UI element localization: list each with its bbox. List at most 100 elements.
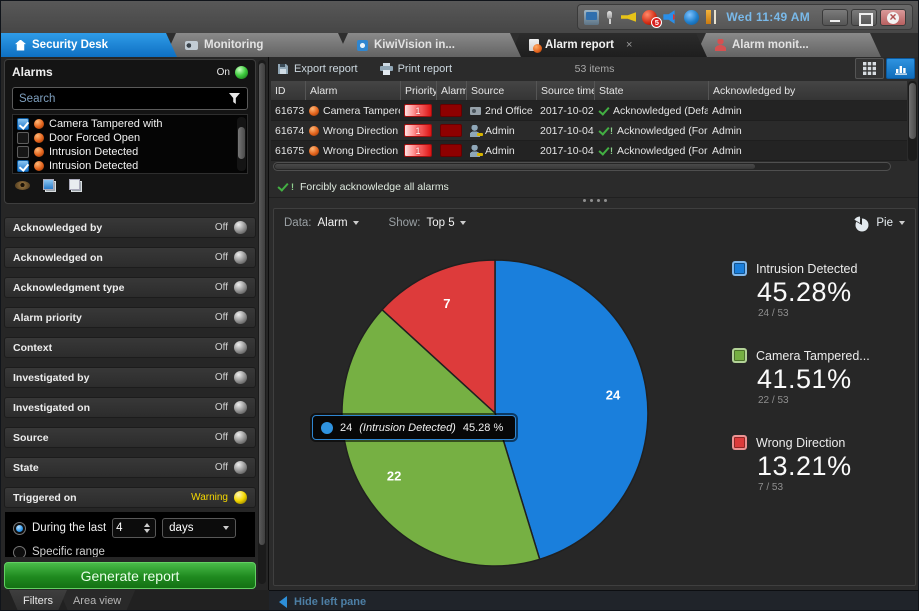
filter-acknowledgment-type[interactable]: Acknowledgment type Off (4, 277, 256, 298)
display-icon[interactable] (584, 9, 600, 25)
alarm-list-scrollbar[interactable] (237, 117, 246, 171)
filter-toggle[interactable] (234, 341, 247, 354)
column-header-id[interactable]: ID (275, 84, 286, 97)
chart-view-button[interactable] (886, 58, 915, 79)
tab-security-desk[interactable]: Security Desk (1, 33, 177, 57)
show-select[interactable]: Top 5 (427, 217, 466, 229)
tab-kiwivision-in[interactable]: KiwiVision in... (337, 33, 521, 57)
clock: Wed 11:49 AM (726, 10, 810, 24)
speaker-icon[interactable] (663, 10, 675, 24)
alarms-on-toggle[interactable] (235, 65, 248, 79)
clear-selection-icon[interactable] (69, 179, 82, 192)
filter-toggle[interactable] (234, 461, 247, 474)
column-header-state[interactable]: State (594, 81, 708, 100)
alarm-icon (34, 133, 44, 143)
duration-unit-select[interactable]: days (162, 518, 237, 538)
table-vertical-scrollbar[interactable] (908, 81, 917, 161)
column-header-source-time[interactable]: Source time (536, 81, 594, 100)
specific-range-radio[interactable] (13, 545, 26, 557)
column-header-alarm-c[interactable]: Alarm c (436, 81, 466, 100)
filter-state[interactable]: State Off (4, 457, 256, 478)
filter-toggle[interactable] (234, 311, 247, 324)
splitter-handle[interactable] (269, 199, 918, 202)
filter-toggle[interactable] (234, 401, 247, 414)
search-input[interactable] (19, 92, 228, 105)
pie-slice-wrong-direction[interactable] (381, 259, 496, 415)
column-header-source[interactable]: Source (466, 81, 536, 100)
filter-acknowledged-on[interactable]: Acknowledged on Off (4, 247, 256, 268)
home-shield-icon (15, 40, 26, 51)
legend-item-intrusion-detected: Intrusion Detected 45.28% 24 / 53 (732, 261, 870, 319)
tab-alarm-report[interactable]: Alarm report × (509, 33, 707, 57)
tab-filters[interactable]: Filters (9, 590, 67, 611)
filter-source[interactable]: Source Off (4, 427, 256, 448)
microphone-icon[interactable] (605, 10, 615, 25)
checkbox[interactable] (17, 118, 29, 130)
alarm-color-bar (440, 124, 462, 137)
filter-investigated-by[interactable]: Investigated by Off (4, 367, 256, 388)
legend-swatch (732, 435, 747, 450)
network-globe-icon[interactable] (684, 9, 700, 25)
export-report-button[interactable]: Export report (277, 63, 358, 75)
column-header-acknowledged-by[interactable]: Acknowledged by (708, 81, 907, 100)
alarm-tray-icon[interactable]: 5 (642, 9, 663, 28)
filter-state-label: Off (214, 432, 228, 443)
filter-toggle[interactable] (234, 371, 247, 384)
list-item-camera-tampered-with[interactable]: Camera Tampered with (17, 117, 233, 131)
filter-context[interactable]: Context Off (4, 337, 256, 358)
duration-input[interactable] (116, 522, 143, 534)
alarms-toggle-label: On (216, 66, 230, 78)
eye-icon[interactable] (15, 181, 30, 190)
sidebar-scrollbar[interactable] (258, 60, 266, 584)
chart-type-select[interactable]: Pie (853, 215, 905, 232)
tab-area-view[interactable]: Area view (59, 590, 135, 611)
alarm-person-icon (715, 39, 726, 51)
filter-toggle[interactable] (234, 281, 247, 294)
checkbox[interactable] (17, 132, 29, 144)
list-item-intrusion-detected[interactable]: Intrusion Detected (17, 145, 233, 159)
filter-acknowledged-by[interactable]: Acknowledged by Off (4, 217, 256, 238)
maximize-button[interactable] (851, 8, 877, 26)
filter-toggle[interactable] (234, 221, 247, 234)
print-report-button[interactable]: Print report (379, 62, 452, 75)
pie-slice-intrusion-detected[interactable] (494, 259, 649, 561)
tab-close-icon[interactable]: × (626, 39, 633, 51)
alarm-type-list: Camera Tampered with Door Forced Open Intr… (12, 114, 248, 174)
filter-toggle[interactable] (234, 251, 247, 264)
hide-left-pane-button[interactable]: Hide left pane (294, 595, 367, 608)
tab-monitoring[interactable]: Monitoring (165, 33, 349, 57)
filter-alarm-priority[interactable]: Alarm priority Off (4, 307, 256, 328)
pie-value-label: 22 (387, 469, 401, 484)
column-header-priority[interactable]: Priority (400, 81, 436, 100)
filter-toggle[interactable] (234, 431, 247, 444)
grid-icon (863, 62, 876, 75)
checkbox[interactable] (17, 146, 29, 158)
generate-report-button[interactable]: Generate report (4, 562, 256, 589)
filter-triggered-on[interactable]: Triggered on Warning (4, 487, 256, 508)
minimize-button[interactable] (822, 8, 848, 26)
column-header-alarm[interactable]: Alarm (305, 81, 400, 100)
filter-investigated-on[interactable]: Investigated on Off (4, 397, 256, 418)
duration-stepper[interactable] (144, 523, 151, 533)
list-item-door-forced-open[interactable]: Door Forced Open (17, 131, 233, 145)
list-item-intrusion-detected[interactable]: Intrusion Detected (17, 159, 233, 173)
data-label: Data: (284, 217, 312, 229)
tile-view-button[interactable] (855, 58, 884, 79)
door-icon[interactable] (705, 9, 717, 25)
checkbox[interactable] (17, 160, 29, 172)
horn-icon[interactable] (621, 10, 636, 25)
data-select[interactable]: Alarm (318, 217, 359, 229)
triggered-warning-toggle[interactable] (234, 491, 247, 504)
select-all-icon[interactable] (43, 179, 56, 192)
close-button[interactable]: × (880, 8, 906, 26)
filter-funnel-icon[interactable] (228, 92, 241, 105)
table-horizontal-scrollbar[interactable] (273, 162, 891, 171)
forcibly-acknowledge-button[interactable]: ! Forcibly acknowledge all alarms (269, 176, 918, 198)
tab-alarm-monit[interactable]: Alarm monit... (695, 33, 881, 57)
during-last-radio[interactable] (13, 521, 26, 535)
